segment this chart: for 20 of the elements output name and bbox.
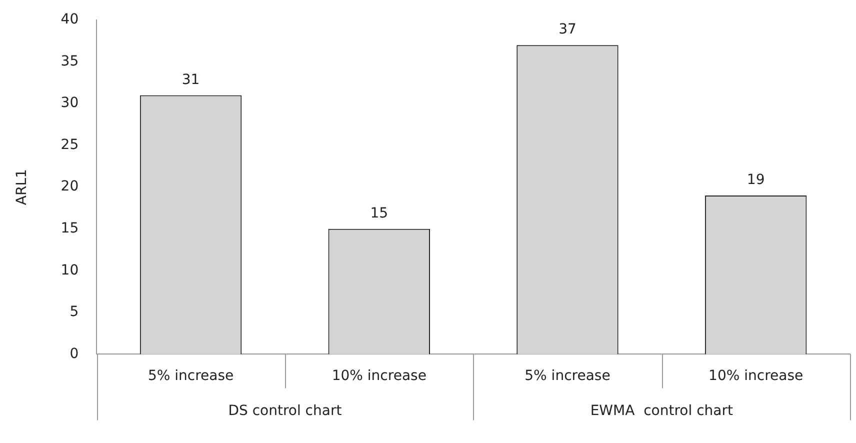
y-tick-label: 25 (60, 136, 79, 153)
y-tick-label: 30 (60, 95, 79, 112)
x-tick-label: 5% increase (524, 368, 610, 384)
data-label: 31 (182, 72, 200, 88)
data-label: 19 (746, 172, 765, 188)
y-tick-label: 40 (60, 12, 79, 28)
y-tick-label: 15 (60, 220, 79, 237)
y-tick-label: 10 (60, 262, 79, 278)
x-tick-label: 5% increase (148, 368, 234, 384)
data-label: 15 (370, 206, 388, 222)
y-tick-label: 20 (60, 178, 79, 195)
y-tick-label: 0 (70, 346, 79, 362)
data-label: 37 (558, 22, 576, 38)
text: DS control chart (228, 402, 342, 419)
text: EWMA control chart (590, 402, 734, 419)
y-tick-label: 35 (60, 53, 79, 70)
x-tick-label: 10% increase (332, 368, 426, 384)
y-tick-label: 5 (70, 304, 79, 320)
y-axis-title: ARL1 (14, 169, 30, 206)
x-tick-label: 10% increase (708, 368, 804, 384)
